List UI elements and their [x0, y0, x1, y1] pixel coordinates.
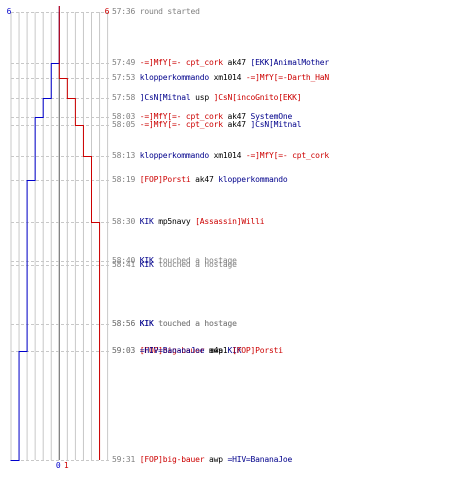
log-weapon: awp	[208, 346, 223, 355]
log-player-red: -=]MfY[=-Darth_HaN	[245, 73, 330, 82]
log-timestamp: 58:56	[112, 319, 136, 328]
log-timestamp: 59:31	[112, 455, 136, 464]
log-player-blue: KIK	[227, 346, 242, 355]
log-player-blue: KIK	[139, 217, 154, 226]
log-timestamp: 58:56	[112, 319, 136, 328]
log-player-blue: ]CsN[Mitnal	[250, 120, 302, 129]
log-entry: 59:31 [FOP]big-bauer awp =HIV=BananaJoe	[112, 455, 292, 465]
log-timestamp: 58:03	[112, 112, 136, 121]
log-player-red: [FOP]Porsti	[232, 346, 283, 355]
log-entry: 59:03 =HIV=BananaJoe m4a1 [FOP]Porsti	[112, 346, 283, 356]
log-text: touched a hostage	[158, 319, 237, 328]
log-player-blue: KIK	[139, 260, 154, 269]
log-entry: 59:03 [FOP]big-bauer awp KIK	[112, 346, 242, 356]
log-player-red: ]CsN[incoGnito[EKK]	[213, 93, 302, 102]
log-entry: 57:53 klopperkommando xm1014 -=]MfY[=-Da…	[112, 73, 329, 83]
log-timestamp: 59:03	[112, 346, 136, 355]
log-player-blue: klopperkommando	[139, 151, 209, 160]
blue-team-alive-line	[10, 6, 60, 461]
log-player-red: [Assassin]Willi	[195, 217, 265, 226]
log-weapon: ak47	[227, 120, 246, 129]
log-timestamp: 58:05	[112, 120, 136, 129]
log-player-blue: =HIV=BananaJoe	[227, 455, 293, 464]
log-entry: 58:41 KIK touched a hostage	[112, 260, 237, 270]
log-timestamp: 59:03	[112, 346, 136, 355]
log-weapon: mp5navy	[158, 217, 191, 226]
log-timestamp: 57:36	[112, 7, 136, 16]
log-weapon: xm1014	[213, 151, 242, 160]
blue-end-count: 0	[56, 461, 61, 470]
log-player-blue: SystemOne	[250, 112, 293, 121]
log-text: round started	[139, 7, 200, 16]
log-weapon: ak47	[227, 58, 246, 67]
log-timestamp: 58:41	[112, 260, 136, 269]
log-entry: 58:40 KIK touched a hostage	[112, 256, 237, 266]
log-entry: 58:13 klopperkommando xm1014 -=]MfY[=- c…	[112, 151, 329, 161]
log-player-blue: KIK	[139, 256, 154, 265]
red-end-count: 1	[64, 461, 69, 470]
log-weapon: ak47	[195, 175, 214, 184]
log-player-red: -=]MfY[=- cpt_cork	[139, 58, 223, 67]
log-player-blue: =HIV=BananaJoe	[139, 346, 205, 355]
log-timestamp: 58:19	[112, 175, 136, 184]
log-entry: 57:36 round started	[112, 7, 200, 17]
log-player-blue: klopperkommando	[218, 175, 288, 184]
log-entry: 58:05 -=]MfY[=- cpt_cork ak47 ]CsN[Mitna…	[112, 120, 302, 130]
log-weapon: xm1014	[213, 73, 242, 82]
red-start-count: 6	[105, 7, 110, 16]
log-timestamp: 58:30	[112, 217, 136, 226]
log-entry: 57:58 ]CsN[Mitnal usp ]CsN[incoGnito[EKK…	[112, 93, 302, 103]
log-weapon: awp	[208, 455, 223, 464]
red-team-alive-line	[58, 6, 101, 460]
log-player-red: -=]MfY[=- cpt_cork	[139, 112, 223, 121]
log-player-red: -=]MfY[=- cpt_cork	[139, 120, 223, 129]
log-player-red: [FOP]big-bauer	[139, 455, 205, 464]
blue-start-count: 6	[7, 7, 12, 16]
log-weapon: m4a1	[208, 346, 228, 355]
log-player-blue: klopperkommando	[139, 73, 209, 82]
log-player-red: [FOP]big-bauer	[139, 346, 205, 355]
log-player-blue: KIK	[139, 319, 154, 328]
log-text: touched a hostage	[158, 256, 237, 265]
log-entry: 58:19 [FOP]Porsti ak47 klopperkommando	[112, 175, 288, 185]
log-player-blue: ]CsN[Mitnal	[139, 93, 191, 102]
log-player-blue: KIK	[139, 319, 154, 328]
log-entry: 58:03 -=]MfY[=- cpt_cork ak47 SystemOne	[112, 112, 292, 122]
log-player-red: [FOP]Porsti	[139, 175, 191, 184]
log-weapon: usp	[195, 93, 209, 102]
log-weapon: ak47	[227, 112, 246, 121]
log-player-blue: [EKK]AnimalMother	[250, 58, 330, 67]
log-entry: 58:56 KIK touched a hostage	[112, 319, 237, 329]
log-timestamp: 57:58	[112, 93, 136, 102]
log-timestamp: 58:40	[112, 256, 136, 265]
log-text: touched a hostage	[158, 319, 237, 328]
log-entry: 58:56 KIK touched a hostage	[112, 319, 237, 329]
log-timestamp: 58:13	[112, 151, 136, 160]
log-player-red: -=]MfY[=- cpt_cork	[245, 151, 330, 160]
log-timestamp: 57:53	[112, 73, 136, 82]
log-timestamp: 57:49	[112, 58, 136, 67]
log-entry: 58:30 KIK mp5navy [Assassin]Willi	[112, 217, 265, 227]
log-entry: 57:49 -=]MfY[=- cpt_cork ak47 [EKK]Anima…	[112, 58, 329, 68]
log-text: touched a hostage	[158, 260, 237, 269]
